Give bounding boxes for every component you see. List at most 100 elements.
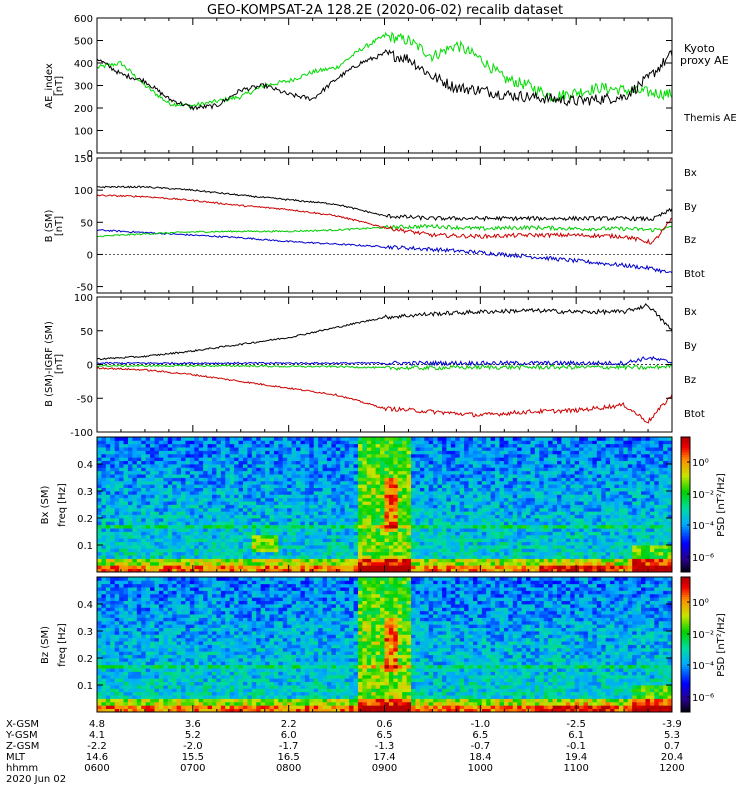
heatmap-cell bbox=[397, 518, 403, 522]
heatmap-cell bbox=[468, 453, 474, 458]
heatmap-cell bbox=[287, 514, 293, 519]
heatmap-cell bbox=[366, 437, 372, 441]
heatmap-cell bbox=[256, 467, 262, 472]
heatmap-cell bbox=[472, 440, 478, 445]
heatmap-cell bbox=[282, 447, 288, 451]
heatmap-cell bbox=[371, 494, 377, 499]
heatmap-cell bbox=[296, 497, 301, 502]
heatmap-cell bbox=[158, 548, 164, 553]
heatmap-cell bbox=[340, 477, 346, 482]
heatmap-cell bbox=[384, 491, 390, 495]
heatmap-cell bbox=[543, 467, 549, 472]
heatmap-cell bbox=[557, 521, 562, 526]
heatmap-cell bbox=[238, 447, 244, 451]
heatmap-cell bbox=[344, 443, 350, 448]
heatmap-cell bbox=[499, 497, 505, 502]
heatmap-cell bbox=[212, 470, 217, 475]
heatmap-cell bbox=[291, 555, 297, 559]
heatmap-cell bbox=[357, 484, 363, 489]
heatmap-cell bbox=[304, 504, 310, 509]
bres-ylabel: B (SM)-IGRF (SM) bbox=[44, 321, 55, 407]
heatmap-cell bbox=[380, 538, 385, 543]
heatmap-cell bbox=[287, 555, 293, 559]
heatmap-cell bbox=[335, 501, 341, 505]
heatmap-cell bbox=[127, 440, 133, 445]
heatmap-cell bbox=[309, 534, 315, 539]
heatmap-cell bbox=[397, 477, 403, 482]
heatmap-cell bbox=[119, 534, 124, 539]
heatmap-cell bbox=[145, 487, 151, 492]
heatmap-cell bbox=[362, 565, 368, 570]
heatmap-cell bbox=[557, 470, 562, 475]
heatmap-cell bbox=[234, 447, 239, 451]
heatmap-cell bbox=[402, 511, 408, 516]
heatmap-cell bbox=[110, 568, 116, 573]
heatmap-cell bbox=[503, 440, 509, 445]
heatmap-cell bbox=[477, 518, 483, 522]
heatmap-cell bbox=[424, 460, 430, 465]
heatmap-cell bbox=[123, 568, 129, 573]
heatmap-cell bbox=[601, 558, 607, 563]
heatmap-cell bbox=[486, 551, 492, 556]
heatmap-cell bbox=[251, 555, 257, 559]
heatmap-cell bbox=[499, 507, 505, 512]
heatmap-cell bbox=[269, 437, 275, 441]
heatmap-cell bbox=[419, 470, 425, 475]
heatmap-cell bbox=[344, 531, 350, 536]
heatmap-cell bbox=[141, 568, 147, 573]
heatmap-cell bbox=[212, 440, 217, 445]
heatmap-cell bbox=[198, 538, 204, 543]
heatmap-cell bbox=[340, 494, 346, 499]
heatmap-cell bbox=[477, 460, 483, 465]
heatmap-cell bbox=[534, 437, 540, 441]
heatmap-cell bbox=[490, 545, 496, 549]
heatmap-cell bbox=[238, 460, 244, 465]
heatmap-cell bbox=[419, 457, 425, 462]
heatmap-cell bbox=[216, 511, 222, 516]
heatmap-cell bbox=[618, 507, 624, 512]
heatmap-cell bbox=[212, 450, 217, 455]
heatmap-cell bbox=[614, 538, 620, 543]
heatmap-cell bbox=[397, 491, 403, 495]
heatmap-cell bbox=[256, 551, 262, 556]
heatmap-cell bbox=[601, 464, 607, 468]
heatmap-cell bbox=[428, 511, 434, 516]
heatmap-cell bbox=[517, 457, 523, 462]
heatmap-cell bbox=[189, 511, 195, 516]
heatmap-cell bbox=[557, 518, 562, 522]
heatmap-cell bbox=[508, 504, 514, 509]
heatmap-cell bbox=[185, 534, 191, 539]
heatmap-cell bbox=[530, 480, 536, 485]
heatmap-cell bbox=[127, 470, 133, 475]
heatmap-cell bbox=[291, 494, 297, 499]
heatmap-cell bbox=[344, 518, 350, 522]
heatmap-cell bbox=[419, 514, 425, 519]
heatmap-cell bbox=[287, 491, 293, 495]
heatmap-cell bbox=[437, 538, 443, 543]
heatmap-cell bbox=[287, 551, 293, 556]
heatmap-cell bbox=[145, 568, 151, 573]
heatmap-cell bbox=[583, 514, 589, 519]
heatmap-cell bbox=[411, 440, 416, 445]
heatmap-cell bbox=[167, 487, 173, 492]
heatmap-cell bbox=[220, 443, 226, 448]
heatmap-cell bbox=[384, 555, 390, 559]
heatmap-cell bbox=[618, 548, 624, 553]
heatmap-cell bbox=[380, 491, 385, 495]
heatmap-cell bbox=[362, 511, 368, 516]
heatmap-cell bbox=[455, 521, 461, 526]
heatmap-cell bbox=[486, 480, 492, 485]
heatmap-cell bbox=[570, 474, 576, 478]
heatmap-cell bbox=[154, 514, 160, 519]
heatmap-cell bbox=[481, 504, 487, 509]
heatmap-cell bbox=[526, 477, 531, 482]
heatmap-cell bbox=[548, 568, 553, 573]
heatmap-cell bbox=[605, 511, 611, 516]
heatmap-cell bbox=[300, 548, 306, 553]
heatmap-cell bbox=[291, 470, 297, 475]
heatmap-cell bbox=[212, 555, 217, 559]
heatmap-cell bbox=[194, 491, 200, 495]
heatmap-cell bbox=[318, 524, 323, 529]
heatmap-cell bbox=[251, 548, 257, 553]
heatmap-cell bbox=[375, 534, 381, 539]
